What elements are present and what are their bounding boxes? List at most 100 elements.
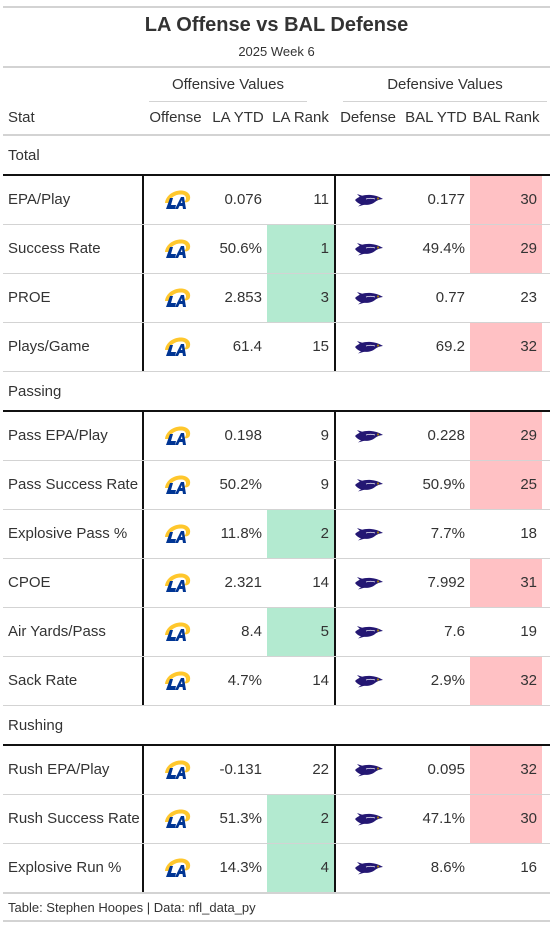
off-ytd-value: 14.3% xyxy=(219,859,262,876)
offense-logo-cell xyxy=(142,746,209,794)
ravens-logo-icon xyxy=(354,525,384,543)
off-rank-value: 5 xyxy=(267,608,334,656)
defense-logo-cell xyxy=(334,657,402,705)
ravens-logo-icon xyxy=(354,240,384,258)
def-ytd-value: 0.095 xyxy=(427,761,465,778)
table-row: Rush Success Rate 51.3% 2 47.1% 30 xyxy=(3,795,550,844)
defense-logo-cell xyxy=(334,510,402,558)
col-def-ytd: BAL YTD xyxy=(405,109,467,126)
defense-spanner: Defensive Values xyxy=(343,68,547,102)
col-off-rank: LA Rank xyxy=(272,109,329,126)
table-row: Plays/Game 61.4 15 69.2 32 xyxy=(3,323,550,372)
offense-logo-cell xyxy=(142,608,209,656)
ravens-logo-icon xyxy=(354,574,384,592)
def-rank-value: 23 xyxy=(520,289,537,306)
off-rank-value: 11 xyxy=(313,191,329,208)
table-row: Sack Rate 4.7% 14 2.9% 32 xyxy=(3,657,550,706)
def-rank-value: 32 xyxy=(470,657,542,705)
table-row: Success Rate 50.6% 1 49.4% 29 xyxy=(3,225,550,274)
ravens-logo-icon xyxy=(354,476,384,494)
stat-label: Plays/Game xyxy=(8,338,90,355)
group-header-rushing: Rushing xyxy=(3,706,550,746)
rams-logo-icon xyxy=(162,857,192,879)
offense-spanner-label: Offensive Values xyxy=(171,76,284,93)
defense-logo-cell xyxy=(334,746,402,794)
defense-logo-cell xyxy=(334,844,402,892)
off-ytd-value: 2.853 xyxy=(224,289,262,306)
ravens-logo-icon xyxy=(354,623,384,641)
off-rank-value: 15 xyxy=(312,338,329,355)
def-ytd-value: 8.6% xyxy=(430,859,465,876)
offense-logo-cell xyxy=(142,274,209,322)
off-rank-value: 4 xyxy=(267,844,334,892)
top-rule xyxy=(3,6,550,8)
stat-label: EPA/Play xyxy=(8,191,71,208)
def-ytd-value: 69.2 xyxy=(435,338,465,355)
table-row: Pass Success Rate 50.2% 9 50.9% 25 xyxy=(3,461,550,510)
def-ytd-value: 50.9% xyxy=(422,476,465,493)
off-ytd-value: 50.6% xyxy=(219,240,262,257)
off-ytd-value: 51.3% xyxy=(219,810,262,827)
offense-logo-cell xyxy=(142,795,209,843)
stat-label: PROE xyxy=(8,289,51,306)
offense-logo-cell xyxy=(142,844,209,892)
off-rank-value: 22 xyxy=(312,761,329,778)
def-rank-value: 32 xyxy=(470,746,542,794)
stat-label: Explosive Pass % xyxy=(8,525,128,542)
column-spanners: Offensive Values Defensive Values xyxy=(3,68,550,102)
column-headers: Stat Offense LA YTD LA Rank Defense BAL … xyxy=(3,102,550,136)
off-ytd-value: 4.7% xyxy=(227,672,262,689)
rams-logo-icon xyxy=(162,759,192,781)
offense-logo-cell xyxy=(142,323,209,371)
def-rank-value: 31 xyxy=(470,559,542,607)
stat-label: Rush Success Rate xyxy=(8,810,140,827)
stat-label: Explosive Run % xyxy=(8,859,122,876)
def-rank-value: 29 xyxy=(470,225,542,273)
table-row: Explosive Pass % 11.8% 2 7.7% 18 xyxy=(3,510,550,559)
rams-logo-icon xyxy=(162,238,192,260)
off-rank-value: 14 xyxy=(312,574,329,591)
off-ytd-value: 11.8% xyxy=(220,525,262,542)
rams-logo-icon xyxy=(162,523,192,545)
def-ytd-value: 7.6 xyxy=(444,623,465,640)
off-ytd-value: 8.4 xyxy=(241,623,262,640)
def-ytd-value: 2.9% xyxy=(430,672,465,689)
off-rank-value: 1 xyxy=(267,225,334,273)
rams-logo-icon xyxy=(162,425,192,447)
ravens-logo-icon xyxy=(354,810,384,828)
table-row: EPA/Play 0.076 11 0.177 30 xyxy=(3,176,550,225)
off-ytd-value: 0.198 xyxy=(224,427,262,444)
off-ytd-value: 50.2% xyxy=(219,476,262,493)
stat-label: Pass EPA/Play xyxy=(8,427,108,444)
def-ytd-value: 49.4% xyxy=(422,240,465,257)
table-title: LA Offense vs BAL Defense xyxy=(144,14,409,36)
def-ytd-value: 47.1% xyxy=(422,810,465,827)
rams-logo-icon xyxy=(162,670,192,692)
table-row: Explosive Run % 14.3% 4 8.6% 16 xyxy=(3,844,550,894)
def-rank-value: 16 xyxy=(520,859,537,876)
ravens-logo-icon xyxy=(354,761,384,779)
rams-logo-icon xyxy=(162,189,192,211)
off-ytd-value: 2.321 xyxy=(224,574,262,591)
off-rank-value: 2 xyxy=(267,510,334,558)
def-ytd-value: 0.177 xyxy=(427,191,465,208)
defense-logo-cell xyxy=(334,225,402,273)
def-ytd-value: 0.228 xyxy=(427,427,465,444)
col-def-rank: BAL Rank xyxy=(472,109,540,126)
off-rank-value: 2 xyxy=(267,795,334,843)
stat-label: CPOE xyxy=(8,574,51,591)
stat-label: Rush EPA/Play xyxy=(8,761,110,778)
offense-logo-cell xyxy=(142,225,209,273)
off-rank-value: 3 xyxy=(267,274,334,322)
table-row: Rush EPA/Play -0.131 22 0.095 32 xyxy=(3,746,550,795)
ravens-logo-icon xyxy=(354,191,384,209)
table-row: PROE 2.853 3 0.77 23 xyxy=(3,274,550,323)
defense-logo-cell xyxy=(334,795,402,843)
rams-logo-icon xyxy=(162,572,192,594)
stat-label: Sack Rate xyxy=(8,672,78,689)
ravens-logo-icon xyxy=(354,672,384,690)
defense-logo-cell xyxy=(334,412,402,460)
rams-logo-icon xyxy=(162,336,192,358)
def-rank-value: 32 xyxy=(470,323,542,371)
offense-logo-cell xyxy=(142,510,209,558)
